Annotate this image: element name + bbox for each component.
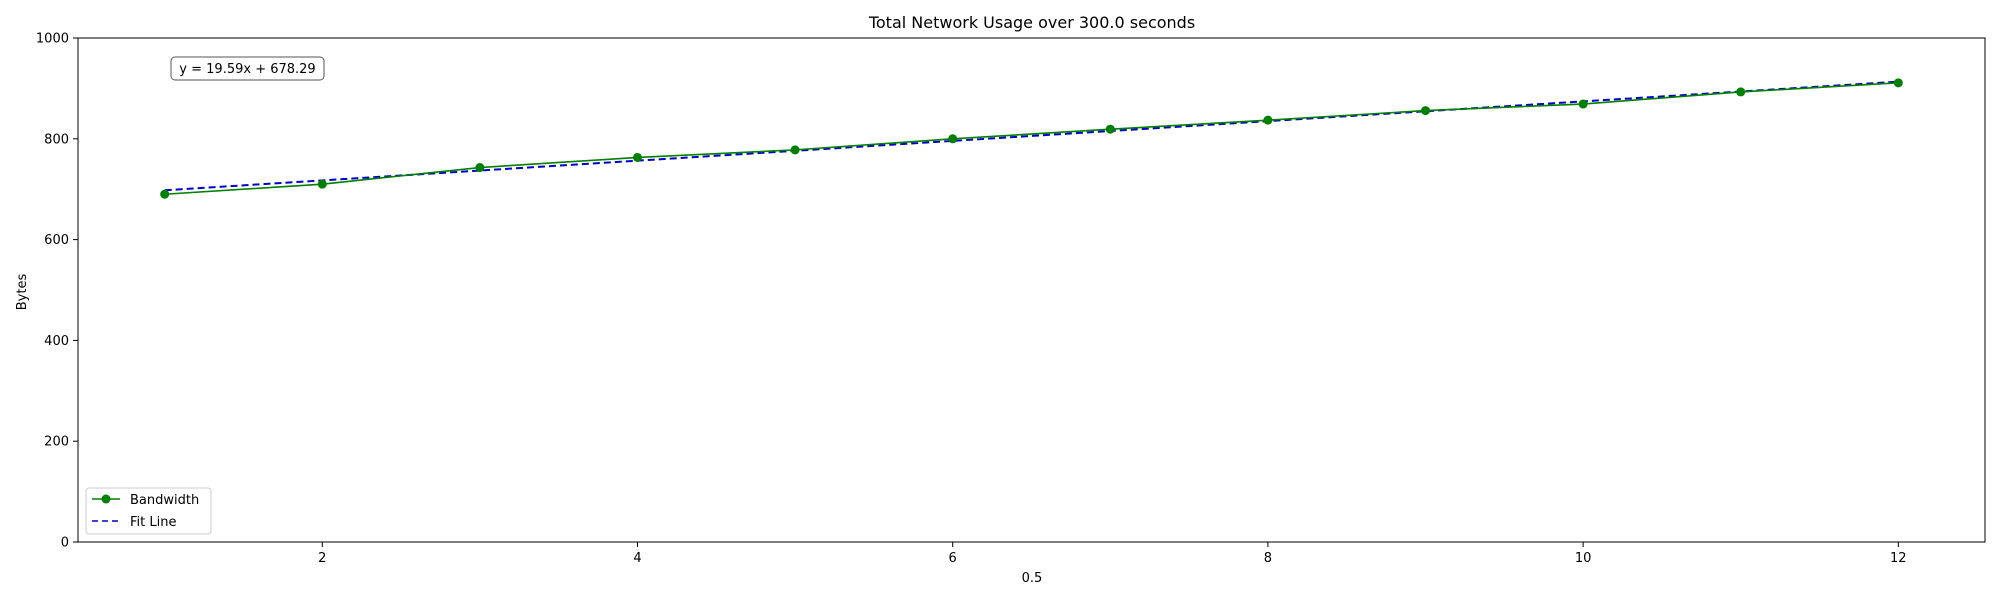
annotation-box	[170, 56, 325, 81]
data-point-bandwidth	[948, 134, 958, 144]
data-point-bandwidth	[475, 163, 485, 173]
plot-frame	[77, 37, 1986, 543]
fit-equation-annotation: y = 19.59x + 678.29	[170, 56, 325, 81]
chart-title: Total Network Usage over 300.0 seconds	[868, 13, 1195, 32]
data-point-bandwidth	[160, 189, 170, 199]
legend-marker-bandwidth	[101, 494, 111, 504]
y-tick-label: 800	[44, 132, 69, 147]
data-point-bandwidth	[1421, 106, 1431, 116]
legend-label-fit-line: Fit Line	[130, 515, 176, 530]
axes-layer: 2 4 6 8 10 12 0 200 400 600 800 1000	[36, 32, 1986, 566]
annotation-text: y = 19.59x + 678.29	[179, 62, 315, 77]
x-axis-label: 0.5	[1022, 571, 1043, 586]
series-line-fit-line	[164, 80, 1899, 192]
legend-item-fit-line: Fit Line	[92, 515, 176, 530]
y-tick-label: 400	[44, 334, 69, 349]
series-line-bandwidth	[164, 82, 1899, 196]
legend-item-bandwidth: Bandwidth	[92, 493, 199, 508]
data-point-bandwidth	[1105, 124, 1115, 134]
x-tick-label: 10	[1575, 551, 1592, 566]
series-layer	[160, 78, 1903, 199]
y-tick-label: 200	[44, 435, 69, 450]
y-tick-label: 600	[44, 233, 69, 248]
x-tick-label: 2	[318, 551, 326, 566]
data-point-bandwidth	[1736, 87, 1746, 97]
data-point-bandwidth	[1893, 78, 1903, 88]
y-tick-label: 0	[61, 536, 69, 551]
x-tick-label: 8	[1264, 551, 1272, 566]
data-point-bandwidth	[317, 179, 327, 189]
x-tick-label: 12	[1890, 551, 1907, 566]
data-point-bandwidth	[1578, 99, 1588, 109]
data-point-bandwidth	[790, 145, 800, 155]
y-axis-label: Bytes	[15, 274, 30, 311]
legend: Bandwidth Fit Line	[85, 487, 212, 535]
legend-label-bandwidth: Bandwidth	[130, 493, 199, 508]
x-tick-label: 6	[949, 551, 957, 566]
x-tick-label: 4	[633, 551, 641, 566]
data-point-bandwidth	[1263, 115, 1273, 125]
y-tick-label: 1000	[36, 32, 69, 47]
data-point-bandwidth	[632, 152, 642, 162]
